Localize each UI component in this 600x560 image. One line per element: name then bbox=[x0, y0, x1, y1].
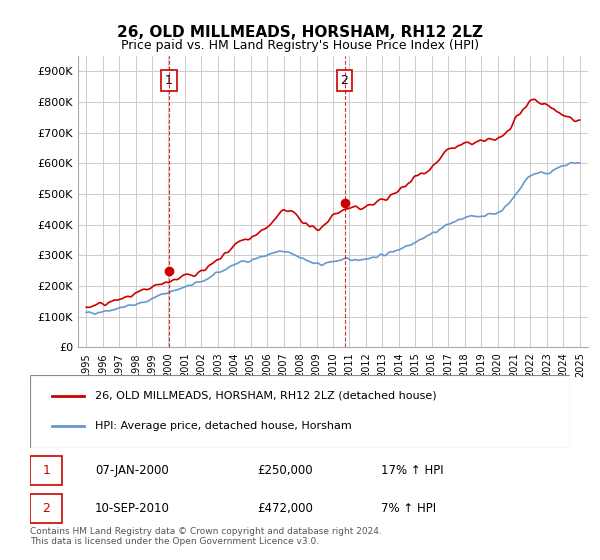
Text: 07-JAN-2000: 07-JAN-2000 bbox=[95, 464, 169, 477]
Text: 7% ↑ HPI: 7% ↑ HPI bbox=[381, 502, 436, 515]
Text: 1: 1 bbox=[165, 74, 173, 87]
Text: 17% ↑ HPI: 17% ↑ HPI bbox=[381, 464, 443, 477]
Text: 26, OLD MILLMEADS, HORSHAM, RH12 2LZ (detached house): 26, OLD MILLMEADS, HORSHAM, RH12 2LZ (de… bbox=[95, 390, 436, 400]
FancyBboxPatch shape bbox=[30, 494, 62, 522]
Text: 2: 2 bbox=[341, 74, 349, 87]
Text: Price paid vs. HM Land Registry's House Price Index (HPI): Price paid vs. HM Land Registry's House … bbox=[121, 39, 479, 52]
FancyBboxPatch shape bbox=[30, 456, 62, 485]
Text: 1: 1 bbox=[42, 464, 50, 477]
Text: 2: 2 bbox=[42, 502, 50, 515]
Text: 26, OLD MILLMEADS, HORSHAM, RH12 2LZ: 26, OLD MILLMEADS, HORSHAM, RH12 2LZ bbox=[117, 25, 483, 40]
Text: £472,000: £472,000 bbox=[257, 502, 313, 515]
FancyBboxPatch shape bbox=[30, 375, 570, 448]
Text: 10-SEP-2010: 10-SEP-2010 bbox=[95, 502, 170, 515]
Text: HPI: Average price, detached house, Horsham: HPI: Average price, detached house, Hors… bbox=[95, 421, 352, 431]
Text: Contains HM Land Registry data © Crown copyright and database right 2024.
This d: Contains HM Land Registry data © Crown c… bbox=[30, 526, 382, 546]
Text: £250,000: £250,000 bbox=[257, 464, 313, 477]
